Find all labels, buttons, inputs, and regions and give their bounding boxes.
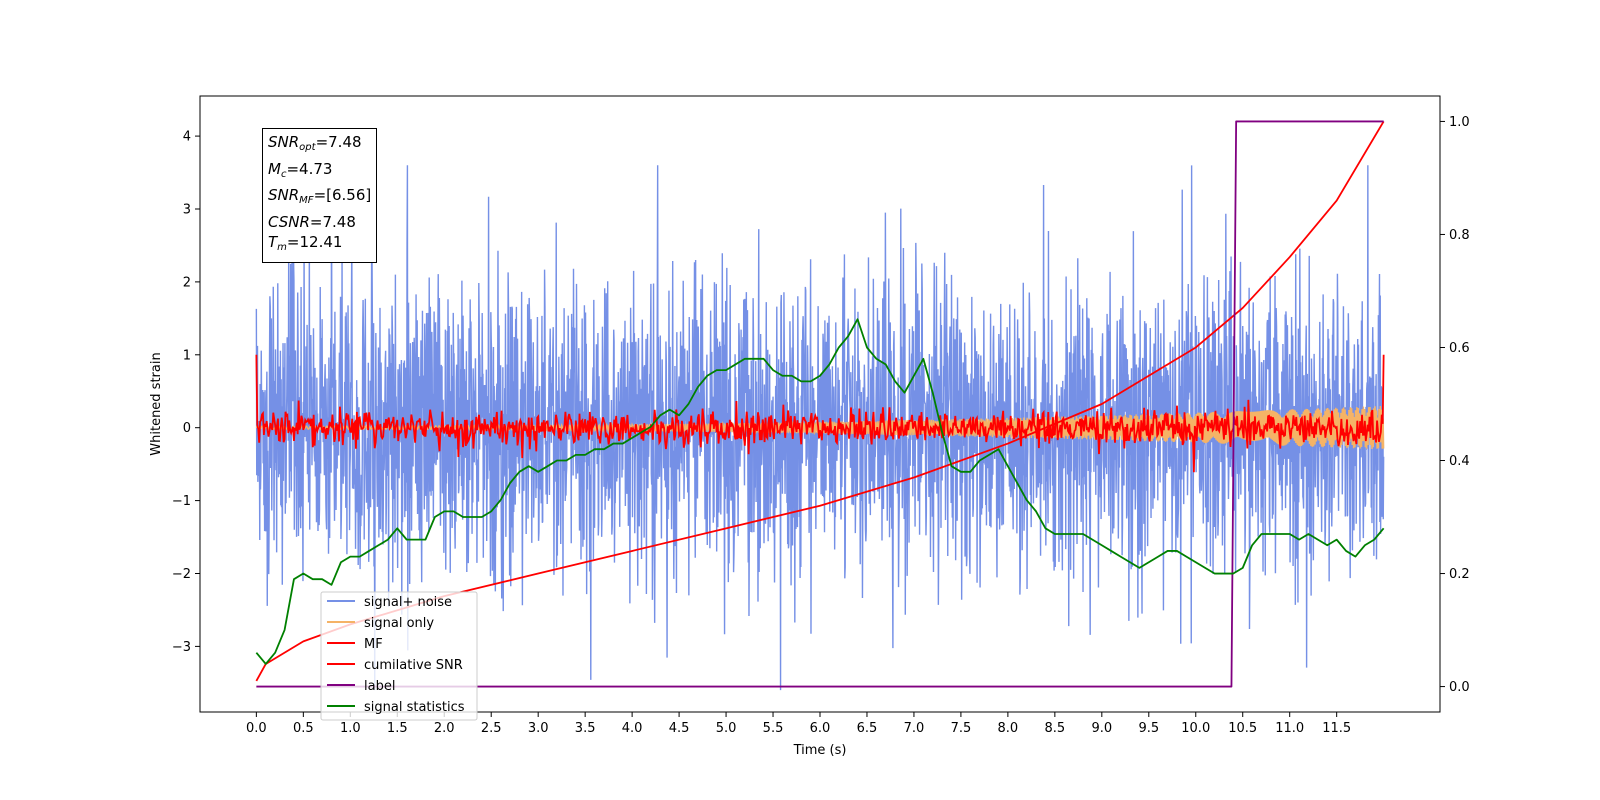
x-tick-label: 3.5	[575, 721, 596, 736]
x-tick-label: 10.5	[1228, 721, 1257, 736]
legend-label-signal-only: signal only	[364, 616, 434, 631]
legend: signal+ noise signal only MF cumilative …	[320, 591, 478, 721]
y-tick-label: 0	[183, 421, 191, 436]
x-tick-label: 8.0	[998, 721, 1019, 736]
legend-label-label: label	[364, 679, 395, 694]
y2-tick-label: 0.6	[1449, 341, 1470, 356]
y-tick-label: −3	[172, 640, 191, 655]
legend-frame	[320, 591, 478, 721]
series-line-signal-noise	[255, 165, 1385, 691]
annot-mc: Mc=4.73	[268, 159, 333, 180]
series-line-signal-statistics	[255, 318, 1385, 665]
x-axis-label: Time (s)	[793, 743, 847, 758]
stats-annotation-box: SNRopt=7.48 Mc=4.73 SNRMF=[6.56] CSNR=7.…	[262, 128, 378, 263]
x-tick-label: 2.5	[481, 721, 502, 736]
y-axis-right: 1.0 0.8 0.6 0.4 0.2 0.0	[1440, 115, 1470, 695]
annot-tm: Tm=12.41	[268, 233, 343, 253]
x-tick-label: 7.5	[951, 721, 972, 736]
y2-tick-label: 0.2	[1449, 567, 1470, 582]
x-tick-label: 9.0	[1091, 721, 1112, 736]
x-tick-label: 10.0	[1181, 721, 1210, 736]
legend-label-mf: MF	[364, 637, 383, 652]
x-tick-label: 9.5	[1138, 721, 1159, 736]
y-axis-left: 4 3 2 1 0 −1 −2 −3	[172, 130, 200, 655]
y-tick-label: 3	[183, 202, 191, 217]
x-axis: 0.0 0.5 1.0 1.5 2.0 2.5 3.0 3.5 4.0 4.5 5.0 5.5 6.0 6…	[246, 712, 1351, 736]
x-tick-label: 5.0	[716, 721, 737, 736]
annot-snr-mf: SNRMF=[6.56]	[268, 186, 372, 206]
x-tick-label: 1.5	[387, 721, 408, 736]
y2-tick-label: 0.8	[1449, 228, 1470, 243]
annot-csnr: CSNR=7.48	[268, 212, 356, 231]
x-tick-label: 6.5	[857, 721, 878, 736]
x-tick-label: 4.0	[622, 721, 643, 736]
y-tick-label: −1	[172, 494, 191, 509]
y2-tick-label: 1.0	[1449, 115, 1470, 130]
x-tick-label: 7.0	[904, 721, 925, 736]
y-tick-label: −2	[172, 567, 191, 582]
y2-tick-label: 0.4	[1449, 454, 1470, 469]
x-tick-label: 0.5	[293, 721, 314, 736]
x-tick-label: 4.5	[669, 721, 690, 736]
y2-tick-label: 0.0	[1449, 680, 1470, 695]
legend-label-signal-statistics: signal statistics	[364, 700, 465, 715]
legend-label-cumulative-snr: cumilative SNR	[364, 658, 463, 673]
x-tick-label: 11.0	[1275, 721, 1304, 736]
annot-snr-opt: SNRopt=7.48	[268, 133, 362, 153]
x-tick-label: 8.5	[1045, 721, 1066, 736]
x-tick-label: 1.0	[340, 721, 361, 736]
series-line-label	[256, 120, 1384, 688]
x-tick-label: 6.0	[810, 721, 831, 736]
y-axis-label: Whitened strain	[149, 352, 164, 455]
y-tick-label: 1	[183, 348, 191, 363]
x-tick-label: 2.0	[434, 721, 455, 736]
x-tick-label: 0.0	[246, 721, 267, 736]
series-line-mf	[255, 354, 1385, 473]
x-tick-label: 5.5	[763, 721, 784, 736]
x-tick-label: 11.5	[1322, 721, 1351, 736]
x-tick-label: 3.0	[528, 721, 549, 736]
y-tick-label: 2	[183, 275, 191, 290]
legend-label-signal-noise: signal+ noise	[364, 595, 452, 610]
y-tick-label: 4	[183, 130, 191, 145]
